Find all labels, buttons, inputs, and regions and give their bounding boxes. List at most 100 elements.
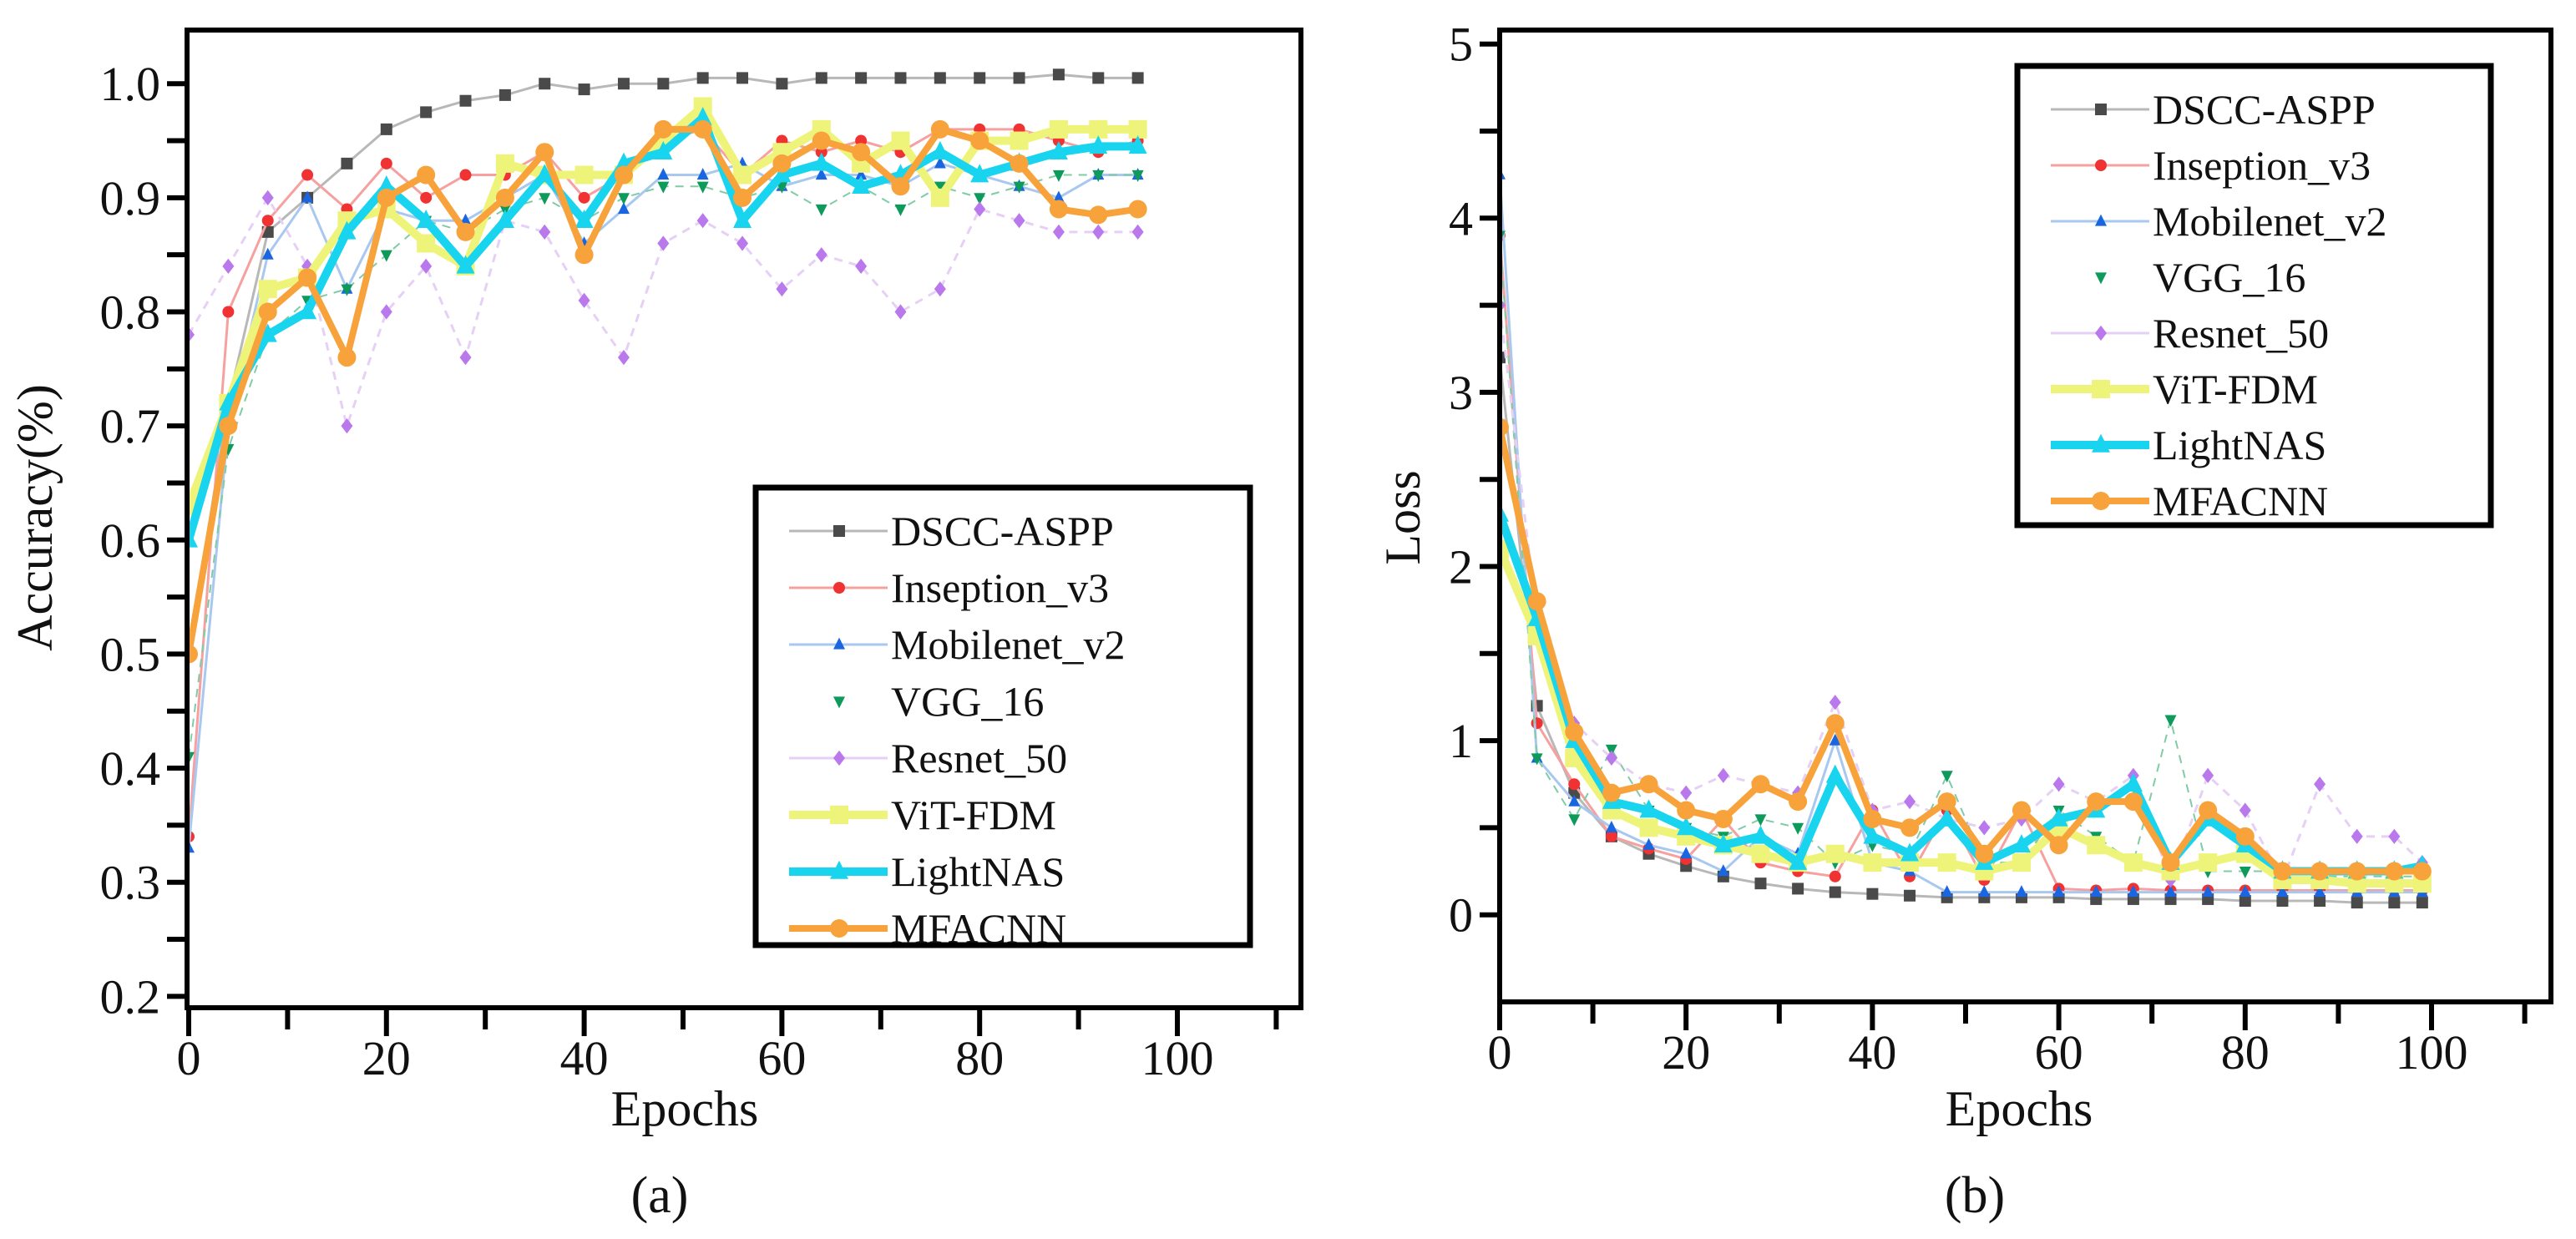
legend-marker [2095, 104, 2107, 115]
data-point [2314, 895, 2326, 908]
data-point [1978, 885, 1991, 898]
data-point [301, 190, 314, 203]
data-point [2202, 767, 2214, 783]
data-point [2087, 792, 2106, 812]
legend-marker [833, 582, 845, 594]
y-tick-label: 3 [1449, 366, 1473, 420]
data-point [2388, 897, 2401, 909]
data-point [1128, 200, 1147, 219]
data-point [1049, 200, 1068, 219]
legend-label: LightNAS [891, 848, 1065, 895]
data-point [736, 72, 749, 84]
data-point [459, 350, 472, 366]
legend-marker [2092, 380, 2110, 398]
data-point [1713, 809, 1733, 828]
data-point [495, 154, 514, 173]
data-point [1089, 205, 1108, 225]
legend-item: DSCC-ASPP [789, 508, 1114, 554]
data-point [2347, 862, 2366, 881]
data-point [1568, 814, 1581, 827]
data-point [1131, 72, 1144, 84]
data-point [2239, 802, 2251, 818]
y-tick-label: 1.0 [100, 57, 161, 111]
data-point [1128, 135, 1147, 154]
data-point [617, 350, 630, 366]
plot-area [187, 68, 1147, 853]
data-point [261, 190, 274, 205]
data-point [934, 181, 946, 194]
data-point [617, 193, 630, 205]
data-point [1568, 794, 1581, 807]
data-point [1052, 169, 1065, 182]
data-point [459, 169, 472, 181]
data-point [2087, 836, 2106, 855]
data-point [1131, 224, 1144, 240]
data-point [2202, 885, 2214, 898]
accuracy-chart: Accuracy(%) Epochs (a) 0 20 40 60 80 100 0.2 0.… [8, 28, 1303, 1224]
data-point [341, 284, 353, 296]
data-point [1825, 764, 1845, 783]
data-point [894, 304, 907, 320]
legend-marker [830, 806, 848, 824]
x-tick-label: 20 [362, 1031, 411, 1085]
data-point [1531, 717, 1543, 730]
data-point [337, 348, 357, 367]
data-point [417, 234, 436, 253]
data-point [815, 204, 827, 216]
series-lightnas [187, 107, 1147, 548]
data-point [1937, 853, 1956, 872]
legend-label: Mobilenet_v2 [891, 621, 1126, 668]
data-point [1089, 119, 1108, 139]
data-point [2412, 862, 2432, 881]
y-tick-label: 0.7 [100, 399, 161, 453]
data-point [894, 204, 907, 216]
plot-frame [185, 28, 1303, 1010]
data-point [2052, 885, 2065, 898]
data-point [815, 168, 827, 180]
data-point [1863, 825, 1882, 844]
legend-item: Resnet_50 [789, 735, 1067, 781]
data-point [733, 165, 752, 185]
data-point [855, 72, 868, 84]
y-tick-label: 1 [1449, 714, 1473, 768]
data-point [1829, 695, 1841, 711]
data-point [574, 209, 594, 228]
data-point [1717, 767, 1729, 783]
legend-item: DSCC-ASPP [2051, 86, 2376, 133]
data-point [495, 188, 514, 207]
data-point [693, 97, 712, 116]
data-point [574, 245, 594, 265]
x-tick-label: 60 [2035, 1025, 2083, 1080]
data-point [1500, 351, 1506, 364]
data-point [258, 323, 277, 342]
data-point [417, 165, 436, 185]
y-tick-label: 5 [1449, 18, 1473, 72]
data-point [733, 188, 752, 207]
data-point [578, 83, 590, 96]
data-point [2049, 807, 2068, 827]
data-point [2012, 834, 2031, 853]
data-point [222, 306, 235, 318]
data-point [1639, 799, 1658, 818]
data-point [456, 255, 475, 274]
data-point [261, 215, 274, 227]
data-point [2049, 836, 2068, 855]
data-point [654, 141, 673, 160]
data-point [2015, 885, 2027, 898]
data-point [1642, 837, 1655, 850]
legend-item: MFACNN [2051, 478, 2328, 524]
legend-marker [2095, 272, 2107, 285]
data-point [693, 107, 712, 126]
data-point [1863, 853, 1882, 872]
data-point [2351, 897, 2363, 909]
legend: DSCC-ASPP Inseption_v3 Mobilenet_v2 VGG_16 R… [2014, 63, 2494, 528]
data-point [380, 157, 392, 169]
data-point [812, 152, 831, 171]
data-point [2239, 895, 2251, 908]
legend-item: LightNAS [789, 848, 1065, 895]
legend-item: Inseption_v3 [789, 564, 1109, 611]
legend-label: Inseption_v3 [891, 564, 1109, 611]
data-point [498, 88, 511, 101]
data-point [578, 292, 590, 308]
data-point [258, 302, 277, 321]
